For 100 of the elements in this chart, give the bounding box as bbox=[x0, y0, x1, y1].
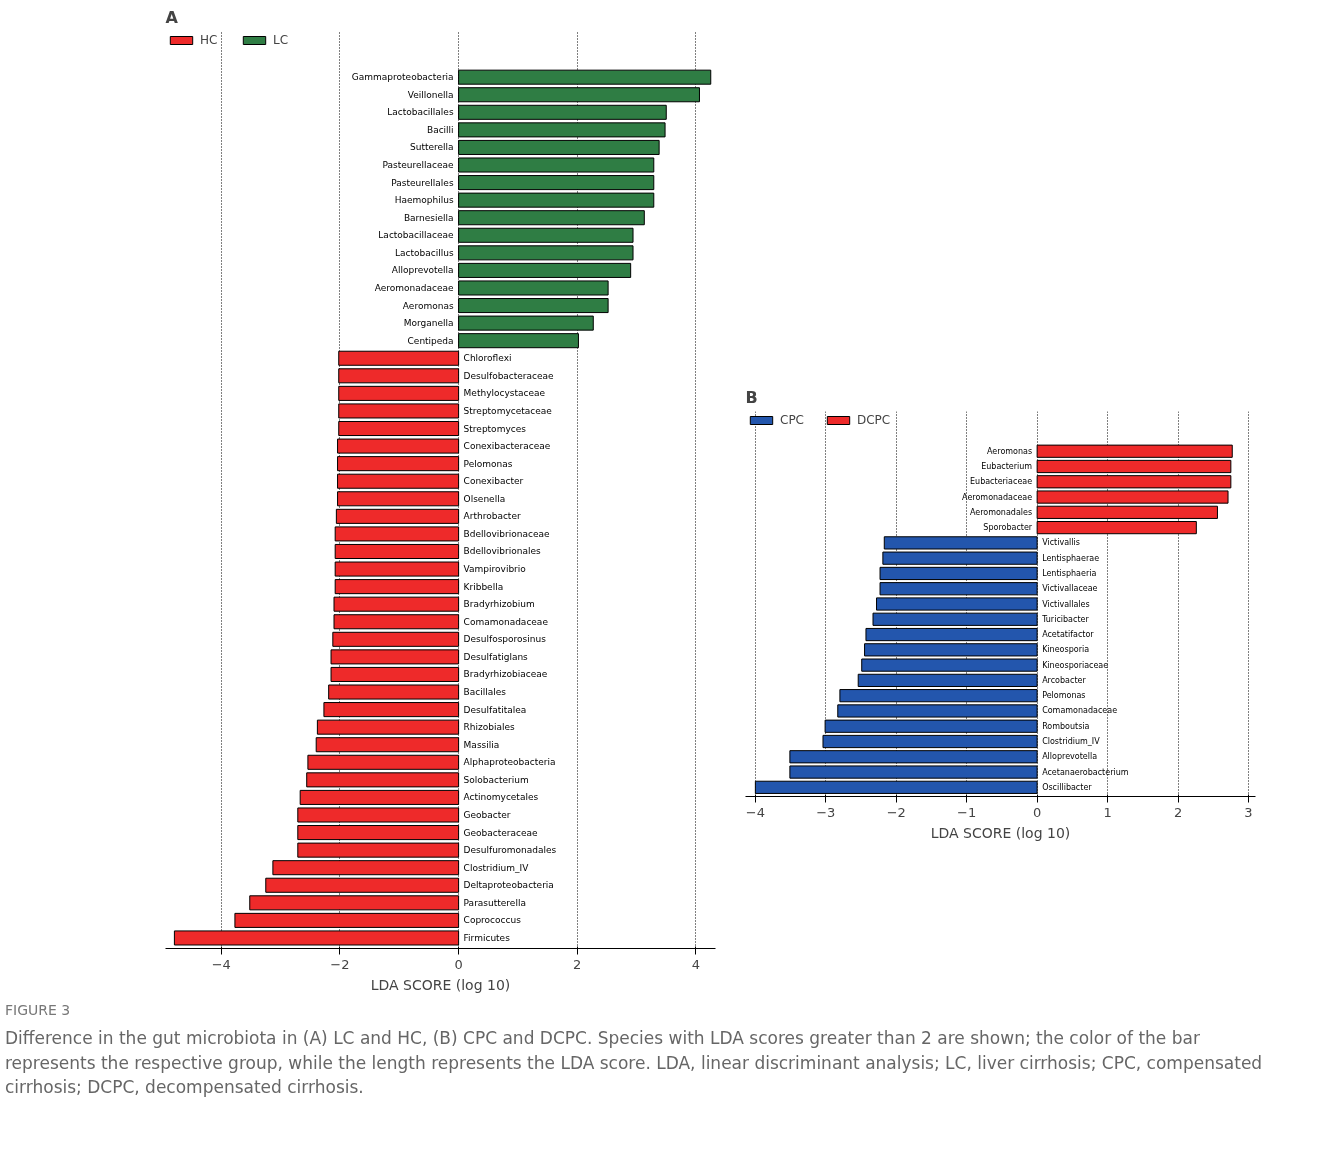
bar bbox=[334, 579, 460, 595]
category-label: Pelomonas bbox=[463, 458, 513, 469]
bar bbox=[1036, 459, 1232, 474]
caption: FIGURE 3 bbox=[5, 1001, 72, 1020]
x-tick-label: −1 bbox=[957, 804, 977, 820]
chart-title: A bbox=[165, 7, 179, 27]
bar bbox=[458, 262, 632, 278]
bar bbox=[872, 612, 1038, 626]
category-label: Kineosporia bbox=[1042, 645, 1090, 655]
category-label: Aeromonas bbox=[987, 446, 1033, 456]
bar bbox=[458, 315, 594, 331]
category-label: Victivallales bbox=[1042, 599, 1090, 609]
bar bbox=[458, 280, 609, 296]
x-tick-label: 4 bbox=[691, 956, 701, 972]
category-label: Arcobacter bbox=[1042, 675, 1086, 685]
category-label: Geobacteraceae bbox=[463, 827, 538, 838]
bar bbox=[337, 456, 460, 472]
category-label: Firmicutes bbox=[463, 932, 510, 943]
bar bbox=[458, 192, 655, 208]
bar bbox=[879, 582, 1038, 596]
category-label: Parasutterella bbox=[463, 897, 526, 908]
category-label: Romboutsia bbox=[1042, 721, 1090, 731]
x-tick-label: 1 bbox=[1103, 804, 1112, 820]
bar bbox=[333, 596, 460, 612]
bar bbox=[338, 350, 460, 366]
category-label: Bacilli bbox=[426, 124, 454, 135]
x-tick-label: 2 bbox=[1173, 804, 1183, 820]
category-label: Comamonadaceae bbox=[1042, 706, 1118, 716]
category-label: Lactobacillales bbox=[387, 107, 454, 118]
x-axis-title: LDA SCORE (log 10) bbox=[370, 976, 511, 993]
bar bbox=[839, 689, 1038, 703]
legend-label: LC bbox=[273, 33, 290, 47]
bar bbox=[332, 631, 460, 647]
category-label: Massilia bbox=[463, 739, 500, 750]
bar bbox=[458, 227, 634, 243]
bar bbox=[334, 561, 460, 577]
bar bbox=[1036, 521, 1197, 535]
bar bbox=[458, 122, 666, 138]
category-label: Conexibacteraceae bbox=[463, 441, 551, 452]
category-label: Desulfosporosinus bbox=[463, 634, 546, 645]
bar bbox=[876, 597, 1038, 611]
category-label: Desulfuromonadales bbox=[463, 845, 557, 856]
category-label: Aeromonadales bbox=[969, 507, 1033, 517]
bar bbox=[334, 543, 460, 560]
bar bbox=[334, 526, 460, 542]
bar bbox=[338, 385, 460, 401]
bar bbox=[323, 702, 460, 718]
x-tick-label: −2 bbox=[330, 956, 350, 972]
x-tick-label: 2 bbox=[573, 956, 582, 972]
category-label: Alloprevotella bbox=[391, 265, 454, 276]
category-label: Methylocystaceae bbox=[463, 388, 546, 399]
category-label: Streptomycetaceae bbox=[463, 405, 552, 416]
category-label: Acetatifactor bbox=[1042, 630, 1094, 640]
text: Difference in the gut microbiota in (A) LC and HC, (B) CPC and DCPC. Species with LDA scores greater than 2 are shown; the color of the bar represents the respective group, while the length represents the LDA score. LDA, linear discriminant analysis; LC, liver cirrhosis; CPC, compensated cirrhosis; DCPC, decompensated cirrhosis. bbox=[5, 1027, 1264, 1100]
bar bbox=[330, 649, 460, 665]
bar bbox=[338, 368, 460, 384]
category-label: Desulfobacteraceae bbox=[463, 370, 554, 381]
x-tick-label: 3 bbox=[1244, 804, 1253, 820]
category-label: Bacillales bbox=[463, 687, 506, 698]
category-label: Streptomyces bbox=[463, 423, 526, 434]
bar bbox=[337, 473, 460, 489]
bar bbox=[458, 210, 645, 226]
legend-label: DCPC bbox=[857, 413, 891, 427]
bar bbox=[458, 298, 609, 314]
x-axis-title: LDA SCORE (log 10) bbox=[930, 824, 1071, 841]
bar bbox=[335, 508, 460, 524]
category-label: Eubacterium bbox=[981, 462, 1033, 471]
bar bbox=[458, 139, 660, 155]
bar bbox=[297, 807, 460, 823]
category-label: Turicibacter bbox=[1042, 614, 1089, 624]
category-label: Oscillibacter bbox=[1042, 782, 1092, 792]
category-label: Victivallaceae bbox=[1042, 584, 1098, 594]
legend-label: HC bbox=[200, 33, 219, 47]
bar bbox=[297, 825, 460, 841]
category-label: Barnesiella bbox=[403, 212, 454, 223]
category-label: Rhizobiales bbox=[463, 722, 515, 733]
bar bbox=[1036, 444, 1233, 458]
bar bbox=[458, 104, 667, 120]
category-label: Sutterella bbox=[410, 142, 454, 153]
category-label: Desulfatiglans bbox=[463, 651, 528, 662]
bar bbox=[249, 895, 460, 911]
category-label: Vampirovibrio bbox=[463, 564, 526, 575]
x-tick-label: −2 bbox=[886, 804, 906, 820]
bar bbox=[338, 403, 460, 419]
bar bbox=[272, 860, 460, 876]
bar bbox=[234, 912, 460, 928]
category-label: Pelomonas bbox=[1042, 691, 1086, 701]
category-label: Gammaproteobacteria bbox=[351, 72, 454, 83]
category-label: Arthrobacter bbox=[463, 511, 521, 522]
bar bbox=[458, 157, 655, 173]
category-label: Coprococcus bbox=[463, 915, 521, 926]
category-label: Desulfatitalea bbox=[463, 704, 527, 715]
bar bbox=[865, 627, 1038, 642]
category-label: Clostridium_IV bbox=[463, 862, 529, 873]
category-label: Conexibacter bbox=[463, 476, 524, 487]
category-label: Bradyrhizobium bbox=[463, 599, 535, 610]
bar bbox=[265, 877, 460, 893]
category-label: Pasteurellales bbox=[391, 177, 454, 188]
category-label: Aeromonadaceae bbox=[374, 282, 454, 293]
category-label: Bradyrhizobiaceae bbox=[463, 669, 548, 680]
